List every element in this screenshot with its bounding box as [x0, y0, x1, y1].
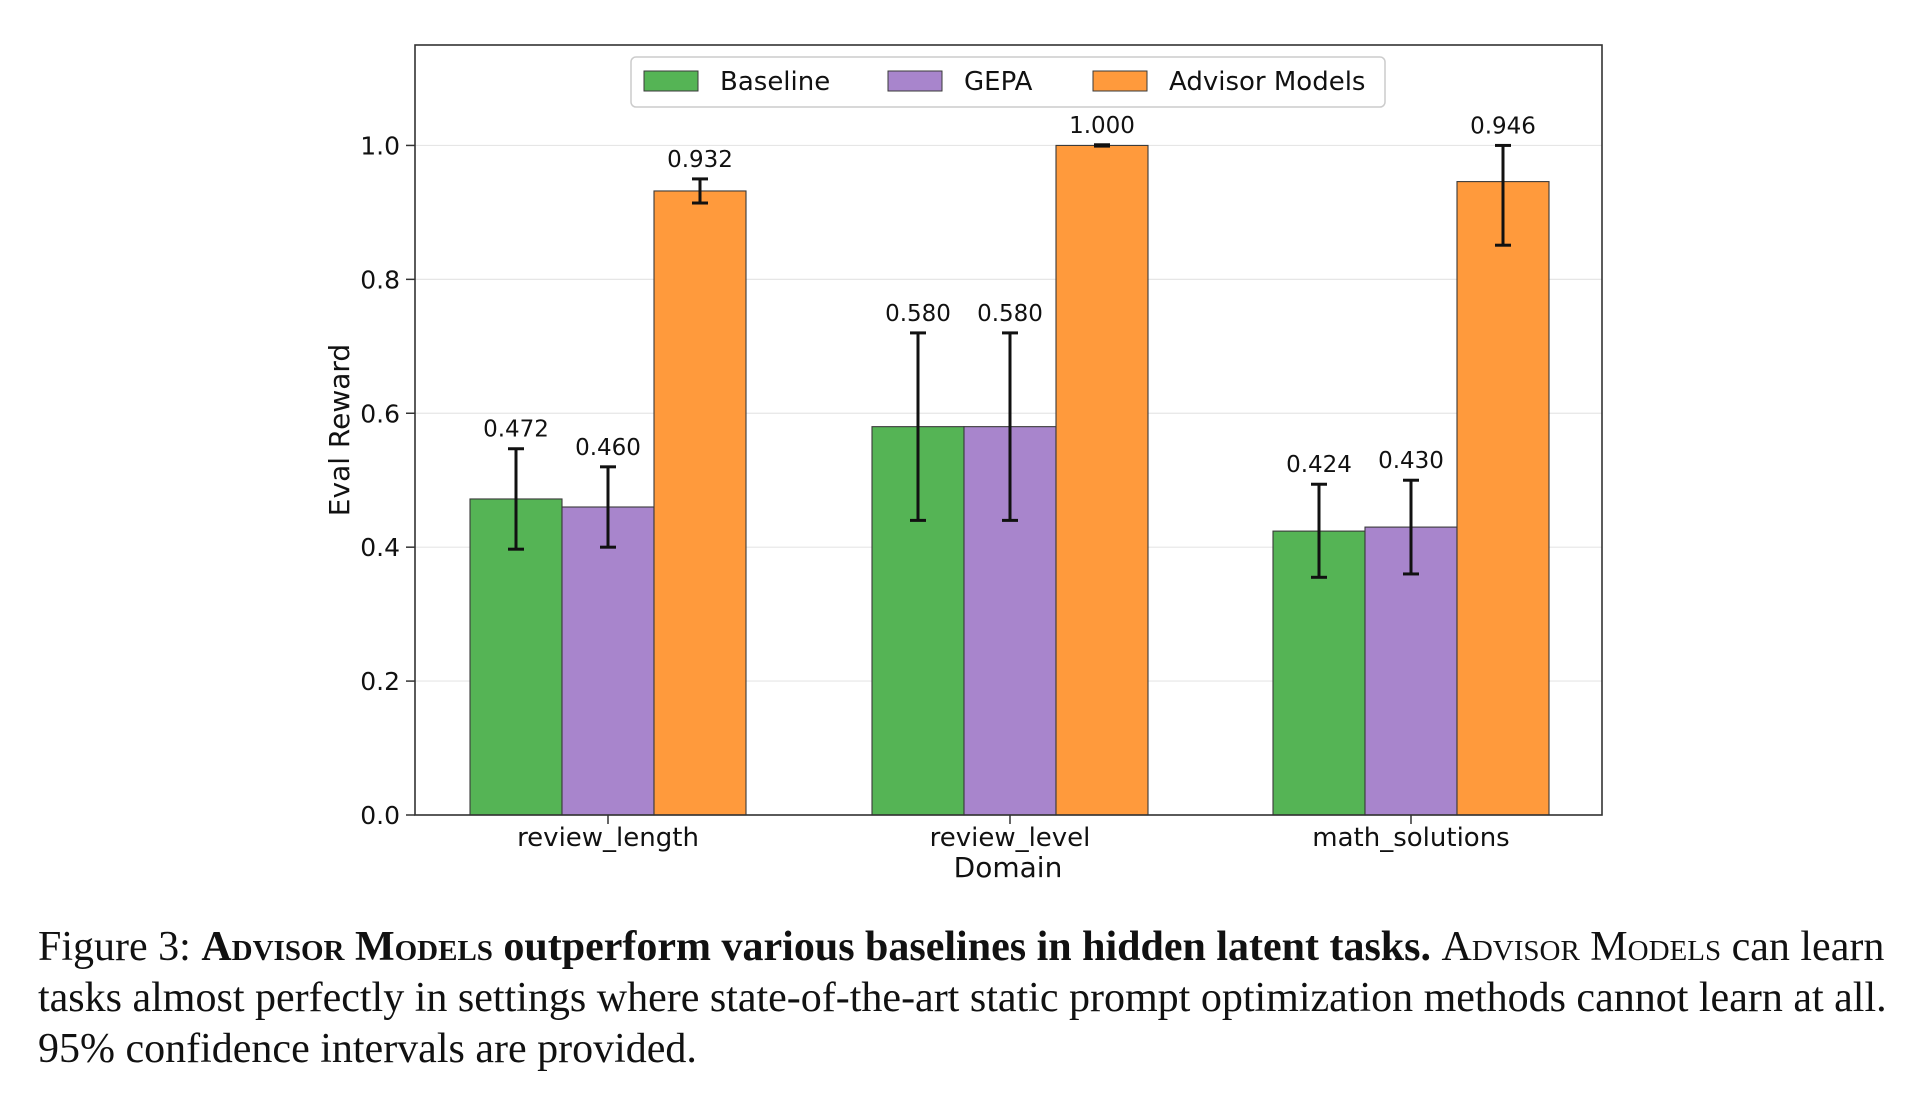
y-tick-label: 0.8 [360, 265, 400, 294]
data-label: 0.430 [1378, 448, 1444, 474]
legend-box [630, 56, 1386, 108]
bar-chart: 0.472 0.580 0.424 0.460 0.580 0.430 0.932 1.000… [323, 44, 1603, 884]
caption-body-sc: Advisor Models [1441, 924, 1722, 970]
data-label: 1.000 [1069, 113, 1135, 139]
bar-advisor-models-review_level [1055, 144, 1149, 816]
data-label: 0.580 [885, 301, 951, 327]
data-label: 0.472 [483, 417, 549, 443]
x-axis: review_length review_level math_solutions [517, 815, 1510, 853]
caption-bold-sc: Advisor Models [201, 924, 493, 970]
legend-label: GEPA [964, 67, 1033, 97]
legend-label: Baseline [720, 67, 830, 97]
y-axis-title: Eval Reward [323, 344, 356, 516]
error-bars [508, 143, 1511, 579]
bar-advisor-models-review_length [653, 190, 747, 816]
data-label: 0.580 [977, 301, 1043, 327]
data-label: 0.424 [1286, 452, 1352, 478]
caption-figure-label: Figure 3: [38, 924, 191, 970]
data-label: 0.460 [575, 435, 641, 461]
caption-body-rest: can learn tasks almost perfectly in sett… [38, 924, 1887, 1072]
bar-gepa-review_length [561, 506, 655, 816]
caption-bold-rest: outperform various baselines in hidden l… [503, 924, 1432, 970]
bar-advisor-models-math_solutions [1456, 181, 1550, 816]
figure-caption: Figure 3: Advisor Models outperform vari… [38, 922, 1898, 1075]
y-tick-label: 0.4 [360, 533, 400, 562]
x-tick-label: math_solutions [1312, 823, 1509, 853]
legend-label: Advisor Models [1169, 67, 1365, 97]
value-labels: 0.472 0.580 0.424 0.460 0.580 0.430 0.932 1.000… [483, 113, 1536, 478]
bars [469, 144, 1550, 816]
y-tick-label: 0.2 [360, 667, 400, 696]
y-axis: 0.0 0.2 0.4 0.6 0.8 1.0 [360, 131, 415, 830]
legend-swatch [1092, 70, 1148, 92]
y-tick-label: 0.0 [360, 801, 400, 830]
y-tick-label: 1.0 [360, 131, 400, 160]
data-label: 0.946 [1470, 113, 1536, 139]
data-label: 0.932 [667, 147, 733, 173]
x-axis-title: Domain [954, 851, 1063, 884]
legend-swatch [643, 70, 699, 92]
legend: Baseline GEPA Advisor Models [630, 56, 1386, 108]
x-tick-label: review_length [517, 823, 699, 853]
plot-frame [414, 44, 1603, 816]
x-tick-label: review_level [930, 823, 1091, 853]
bar-baseline-review_length [469, 498, 563, 816]
y-tick-label: 0.6 [360, 399, 400, 428]
legend-swatch [887, 70, 943, 92]
